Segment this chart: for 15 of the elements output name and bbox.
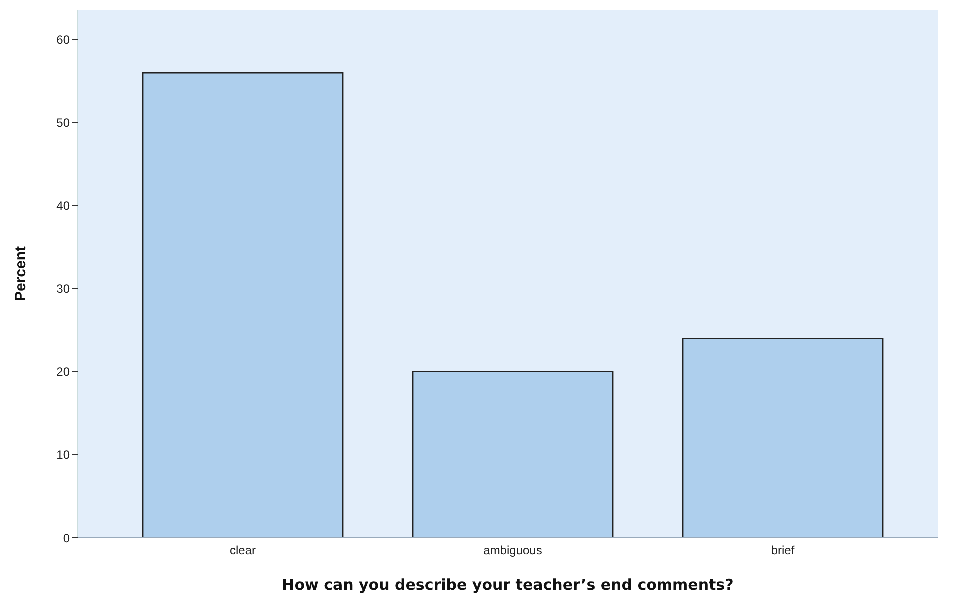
x-tick-label: brief — [771, 544, 796, 558]
bar — [142, 72, 344, 538]
y-tick-label: 20 — [56, 365, 70, 380]
y-tick-label: 60 — [56, 33, 70, 48]
y-tick-label: 30 — [56, 282, 70, 296]
x-tick-label: ambiguous — [484, 544, 542, 558]
y-tick-label: 0 — [63, 531, 70, 546]
y-tick-label: 40 — [56, 199, 70, 214]
x-tick-label: clear — [230, 544, 256, 558]
x-axis-title: How can you describe your teacher’s end comments? — [282, 576, 734, 594]
y-axis-title: Percent — [12, 246, 30, 302]
bar — [412, 371, 614, 538]
y-tick-label: 50 — [56, 116, 70, 130]
bar — [682, 338, 884, 538]
y-tick-label: 10 — [56, 448, 70, 462]
